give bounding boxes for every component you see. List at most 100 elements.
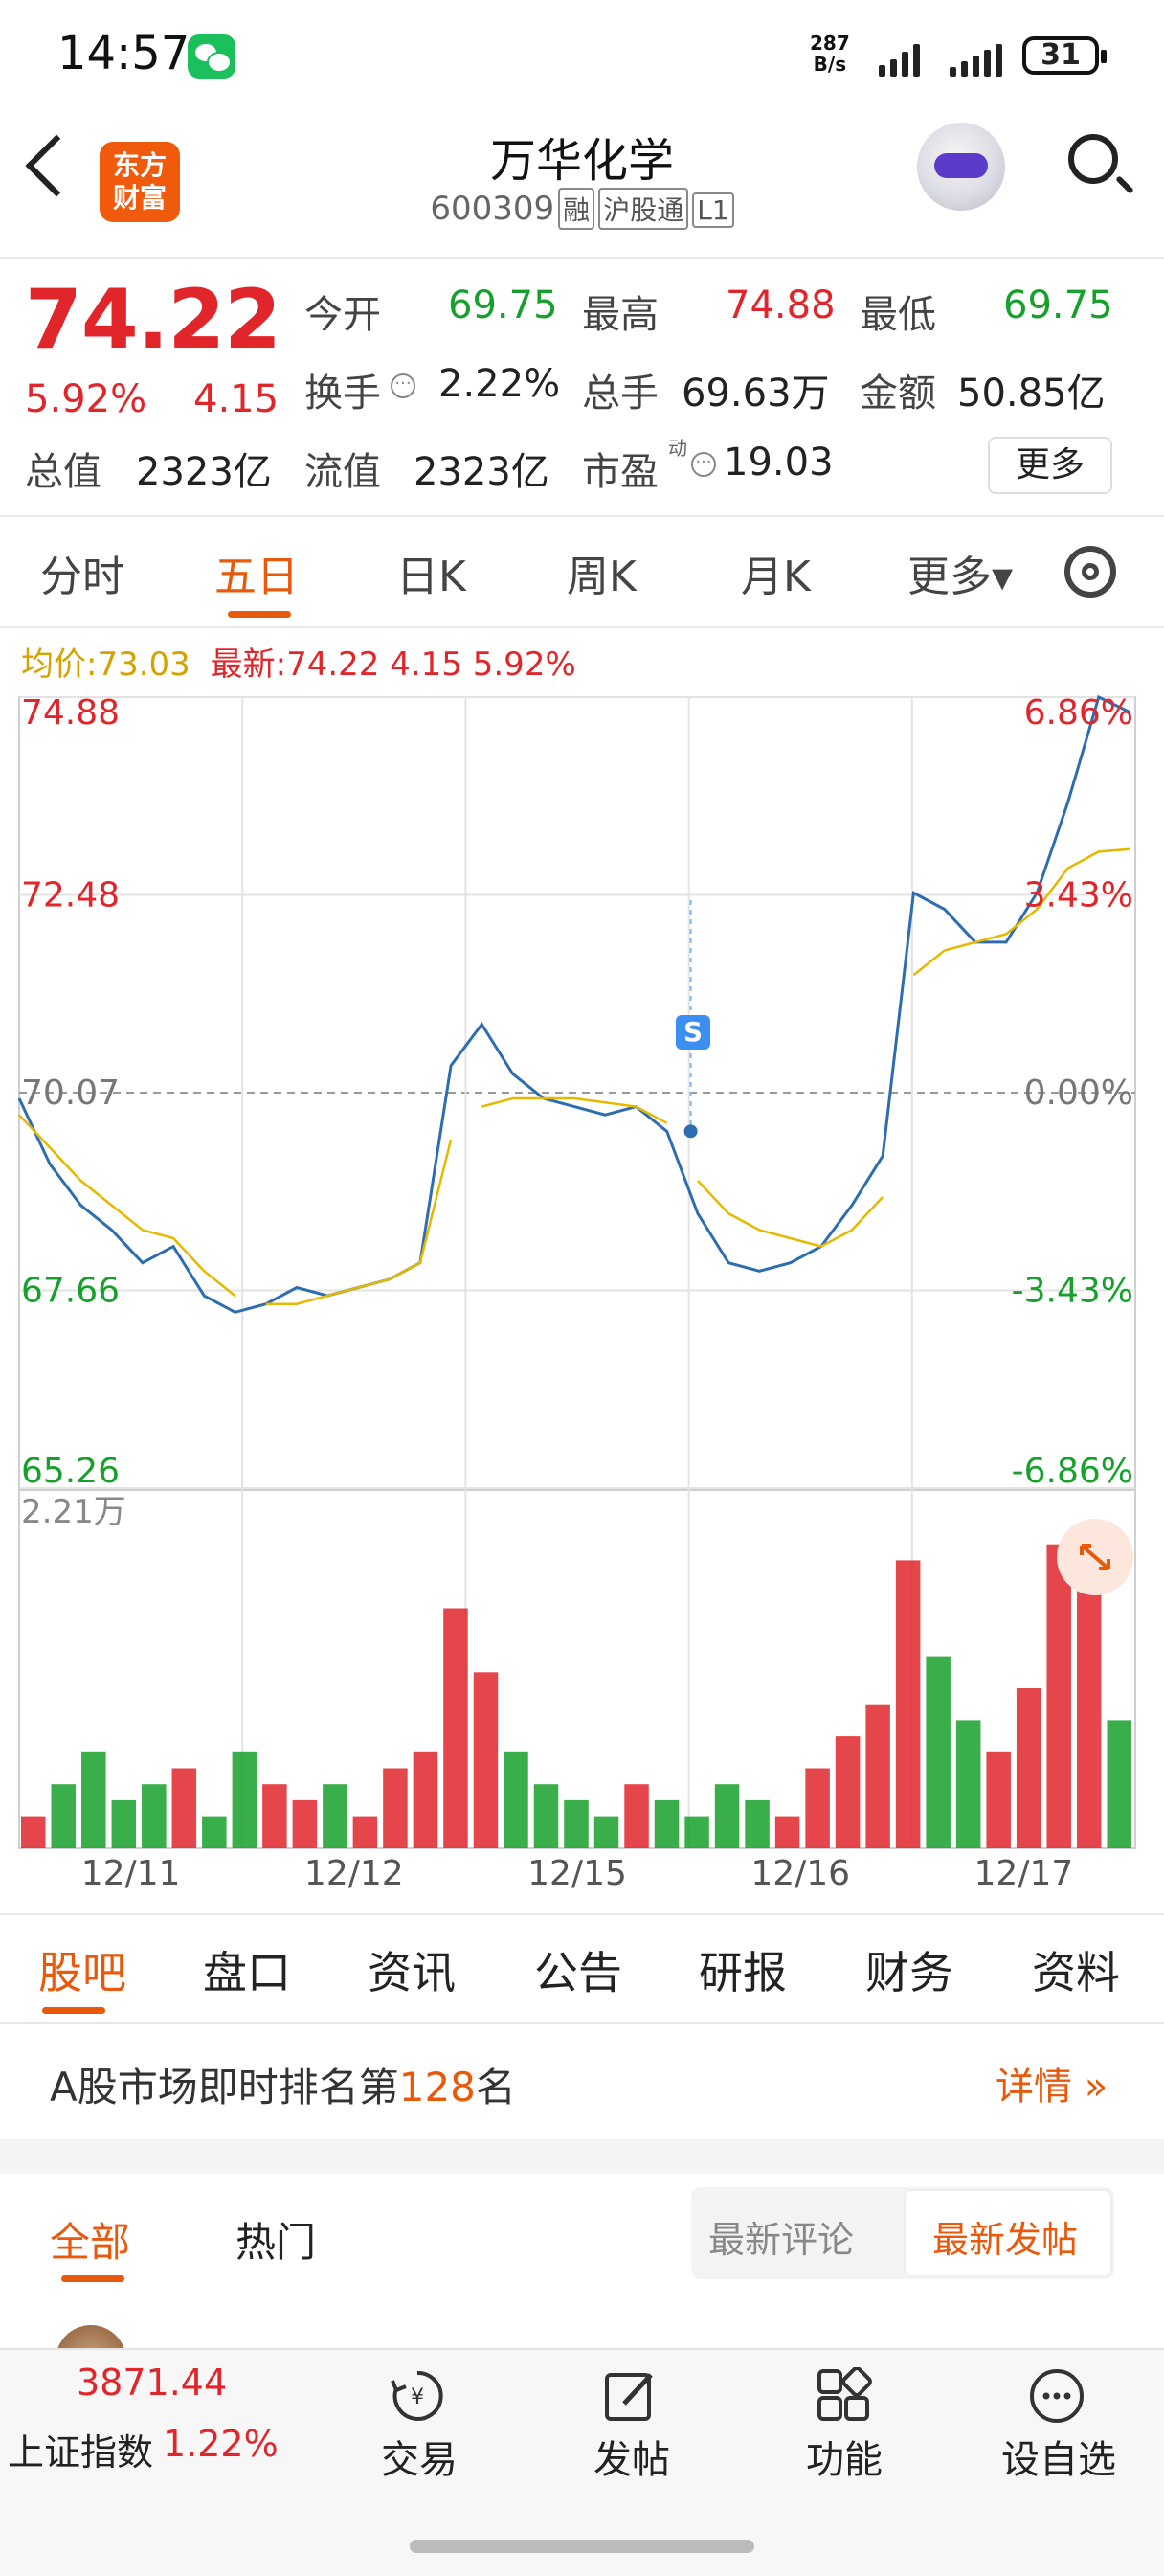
volume-bar <box>504 1751 528 1848</box>
post-label[interactable]: 发帖 <box>593 2438 670 2482</box>
volume-bar <box>926 1656 951 1848</box>
pe-label: 市盈 <box>582 450 659 494</box>
divider <box>0 257 1164 259</box>
chart-legend: 均价:73.03 最新:74.22 4.15 5.92% <box>21 638 576 685</box>
post-icon[interactable] <box>603 2367 657 2421</box>
feed-tab-hot[interactable]: 热门 <box>235 2219 317 2266</box>
search-icon[interactable] <box>1068 134 1118 184</box>
divider <box>0 2022 1164 2024</box>
volume-bar <box>835 1736 861 1848</box>
more-quote-button[interactable]: 更多 <box>988 437 1112 494</box>
percent-tick-label: -6.86% <box>1012 1452 1133 1491</box>
volume-bar <box>1107 1720 1131 1848</box>
index-value[interactable]: 3871.44 <box>77 2361 228 2404</box>
expand-icon[interactable] <box>1057 1519 1133 1595</box>
volume-value: 69.63万 <box>682 372 830 416</box>
signal-icon <box>879 38 1013 77</box>
divider <box>0 515 1164 517</box>
open-label: 今开 <box>304 293 381 337</box>
gear-icon[interactable] <box>1064 546 1116 598</box>
app-logo[interactable]: 东方 财富 <box>100 142 180 222</box>
sort-latest-comment[interactable]: 最新评论 <box>708 2219 855 2261</box>
float-value: 2323亿 <box>414 450 549 494</box>
tab-more[interactable]: 更多▾ <box>907 553 1014 601</box>
tab-monthly-k[interactable]: 月K <box>741 553 811 601</box>
tab-financials[interactable]: 财务 <box>865 1947 953 1999</box>
price-tick-label: 65.26 <box>21 1452 120 1491</box>
high-value: 74.88 <box>726 283 836 328</box>
volume-bar <box>986 1751 1011 1848</box>
battery-icon: 31 <box>1022 36 1107 75</box>
tab-announcements[interactable]: 公告 <box>534 1947 622 1999</box>
stock-code-row: 600309 融沪股通 L1 <box>0 188 1164 230</box>
tab-research[interactable]: 研报 <box>699 1947 787 1999</box>
volume-bar <box>51 1784 77 1848</box>
tag-level: L1 <box>692 192 734 228</box>
index-name[interactable]: 上证指数 <box>8 2431 154 2474</box>
pe-dynamic-mark: 动 <box>668 437 687 460</box>
functions-label[interactable]: 功能 <box>806 2438 883 2482</box>
stock-code: 600309 <box>430 190 555 228</box>
feed-tab-all[interactable]: 全部 <box>50 2219 131 2266</box>
info-icon[interactable]: ··· <box>391 373 415 398</box>
tab-five-day[interactable]: 五日 <box>214 553 299 601</box>
five-day-chart[interactable]: 74.88 72.48 70.07 67.66 65.26 6.86% 3.43% 0.00%… <box>0 670 1164 1896</box>
sort-latest-post[interactable]: 最新发帖 <box>932 2219 1079 2261</box>
mcap-label: 总值 <box>25 450 101 494</box>
volume-bar <box>111 1799 137 1848</box>
low-label: 最低 <box>860 293 936 337</box>
volume-bar <box>473 1672 499 1848</box>
tab-orderbook[interactable]: 盘口 <box>203 1947 291 1999</box>
volume-bar <box>774 1816 800 1848</box>
active-info-tab-underline <box>42 2007 105 2014</box>
section-separator <box>0 2139 1164 2174</box>
volume-bar <box>895 1560 921 1848</box>
current-price: 74.22 <box>25 272 281 368</box>
amount-value: 50.85亿 <box>957 372 1106 416</box>
date-tick-label: 12/11 <box>81 1854 181 1893</box>
volume-bar <box>955 1720 981 1848</box>
date-tick-label: 12/17 <box>974 1854 1074 1893</box>
volume-bar <box>533 1784 559 1848</box>
turnover-label: 换手 <box>304 372 381 416</box>
volume-bar <box>684 1816 709 1848</box>
volume-bar <box>21 1816 46 1848</box>
stock-name: 万华化学 <box>489 134 674 188</box>
volume-bar <box>745 1799 770 1848</box>
date-tick-label: 12/16 <box>750 1854 850 1893</box>
pe-value: 19.03 <box>724 441 834 485</box>
tab-daily-k[interactable]: 日K <box>396 553 466 601</box>
tab-profile[interactable]: 资料 <box>1032 1947 1120 1999</box>
rank-number: 128 <box>398 2064 476 2111</box>
trade-icon[interactable]: ¥ <box>389 2367 443 2421</box>
functions-icon[interactable] <box>816 2366 872 2421</box>
watchlist-icon[interactable] <box>1028 2367 1084 2423</box>
network-speed: 287 B/s <box>810 32 850 76</box>
price-tick-label: 67.66 <box>21 1272 120 1311</box>
active-tab-underline <box>228 611 291 618</box>
tab-weekly-k[interactable]: 周K <box>567 553 637 601</box>
chart-frame <box>18 696 1136 1849</box>
home-indicator[interactable] <box>410 2540 754 2553</box>
tab-forum[interactable]: 股吧 <box>38 1947 126 1999</box>
volume-bar <box>654 1799 680 1848</box>
tab-intraday[interactable]: 分时 <box>40 553 124 601</box>
tab-news[interactable]: 资讯 <box>368 1947 456 1999</box>
rank-detail-link[interactable]: 详情 » <box>996 2065 1108 2109</box>
volume-bar <box>352 1816 378 1848</box>
feed-tab-underline <box>61 2275 124 2282</box>
watchlist-label[interactable]: 设自选 <box>1001 2438 1116 2482</box>
pe-info-icon[interactable]: ··· <box>691 452 716 477</box>
volume-bar <box>232 1751 257 1848</box>
s-marker-badge[interactable]: S <box>676 1015 710 1050</box>
change-amount: 4.15 <box>193 377 280 421</box>
volume-bar <box>714 1784 740 1848</box>
series-line-1 <box>18 847 1130 1305</box>
low-value: 69.75 <box>1003 283 1113 328</box>
trade-label[interactable]: 交易 <box>381 2438 458 2482</box>
volume-bar <box>564 1799 589 1848</box>
index-percent[interactable]: 1.22% <box>163 2423 279 2465</box>
status-time: 14:57 <box>57 27 190 80</box>
assistant-robot-icon[interactable] <box>917 123 1005 211</box>
volume-bar <box>593 1816 619 1848</box>
